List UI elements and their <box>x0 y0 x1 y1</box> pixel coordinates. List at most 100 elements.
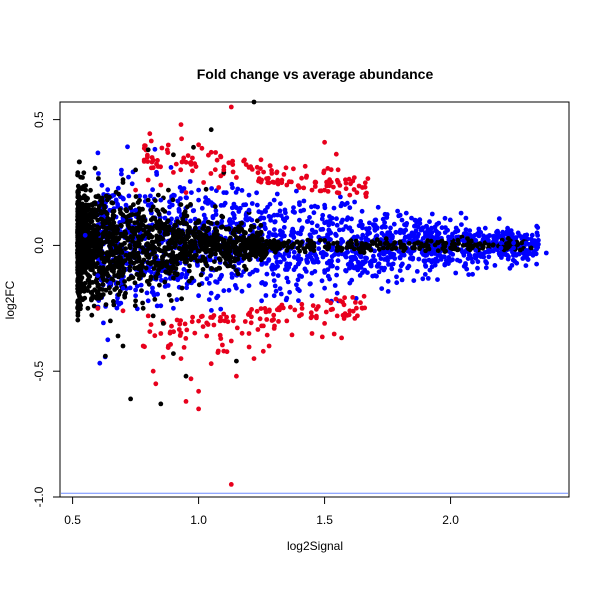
data-point <box>97 360 103 366</box>
data-point <box>176 208 182 214</box>
data-point <box>100 234 106 239</box>
data-point <box>410 255 416 261</box>
data-point <box>360 225 365 231</box>
data-point <box>208 361 214 367</box>
data-point <box>246 207 252 213</box>
data-point <box>323 309 329 315</box>
data-point <box>320 254 326 260</box>
data-point <box>221 238 227 243</box>
data-point <box>277 232 283 238</box>
data-point <box>116 273 121 279</box>
data-point <box>186 225 192 230</box>
data-point <box>135 265 140 271</box>
data-point <box>158 182 164 188</box>
data-point <box>258 157 264 163</box>
data-point <box>208 127 214 133</box>
data-point <box>278 291 284 297</box>
data-point <box>139 245 145 251</box>
data-point <box>136 255 142 261</box>
data-point <box>144 279 150 284</box>
data-point <box>536 241 541 247</box>
data-point <box>456 241 461 247</box>
data-point <box>165 142 171 148</box>
data-point <box>282 207 288 213</box>
data-point <box>111 302 117 308</box>
data-point <box>420 276 426 282</box>
data-point <box>343 180 349 186</box>
data-point <box>297 185 302 190</box>
data-point <box>297 313 302 319</box>
data-point <box>196 219 202 224</box>
data-point <box>111 269 116 275</box>
data-point <box>254 308 260 314</box>
data-point <box>129 181 135 187</box>
data-point <box>88 187 93 193</box>
data-point <box>525 257 531 262</box>
data-point <box>96 176 101 181</box>
data-point <box>269 168 274 173</box>
data-point <box>222 318 228 324</box>
data-point <box>409 215 414 221</box>
data-point <box>221 311 227 317</box>
data-point <box>534 261 539 267</box>
data-point <box>312 203 318 209</box>
data-point <box>372 258 378 263</box>
data-point <box>230 314 236 319</box>
data-point <box>271 197 277 203</box>
data-point <box>243 216 249 222</box>
data-point <box>297 288 302 294</box>
data-point <box>178 251 184 257</box>
data-point <box>89 297 94 303</box>
data-point <box>360 185 365 190</box>
data-point <box>505 236 511 241</box>
data-point <box>411 278 417 283</box>
data-point <box>443 240 449 246</box>
data-point <box>346 176 352 182</box>
data-point <box>414 269 420 274</box>
data-point <box>305 243 310 249</box>
data-point <box>287 289 292 295</box>
data-point <box>367 220 372 226</box>
data-point <box>220 342 225 348</box>
data-point <box>125 223 131 228</box>
data-point <box>486 238 491 243</box>
data-point <box>187 240 193 245</box>
data-point <box>196 293 202 299</box>
data-point <box>138 266 144 272</box>
data-point <box>348 255 354 260</box>
data-point <box>145 313 151 319</box>
data-point <box>235 228 241 234</box>
data-point <box>322 187 327 193</box>
data-point <box>343 254 349 260</box>
data-point <box>385 230 390 236</box>
data-point <box>99 254 105 260</box>
data-point <box>188 202 193 207</box>
data-point <box>466 272 472 277</box>
data-point <box>149 165 154 171</box>
data-point <box>242 230 248 236</box>
data-point <box>153 275 159 281</box>
data-point <box>254 202 260 208</box>
data-point <box>335 167 341 173</box>
data-point <box>423 232 428 238</box>
data-point <box>390 242 396 248</box>
data-point <box>234 205 239 211</box>
data-point <box>230 158 236 164</box>
data-point <box>140 222 146 228</box>
data-point <box>475 253 480 259</box>
data-point <box>384 215 390 220</box>
data-point <box>158 220 164 226</box>
data-point <box>351 187 357 192</box>
data-point <box>199 241 205 247</box>
data-point <box>183 159 189 165</box>
data-point <box>100 268 106 273</box>
data-point <box>263 281 268 287</box>
data-point <box>217 276 223 282</box>
data-point <box>266 343 272 349</box>
data-point <box>87 258 93 263</box>
data-point <box>321 168 327 174</box>
data-point <box>464 266 470 272</box>
data-point <box>309 187 315 193</box>
data-point <box>371 223 377 229</box>
data-point <box>196 187 202 193</box>
